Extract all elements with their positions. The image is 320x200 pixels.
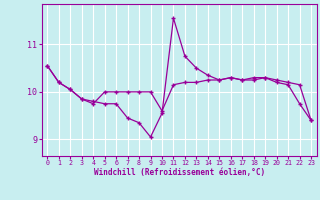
X-axis label: Windchill (Refroidissement éolien,°C): Windchill (Refroidissement éolien,°C) [94,168,265,177]
